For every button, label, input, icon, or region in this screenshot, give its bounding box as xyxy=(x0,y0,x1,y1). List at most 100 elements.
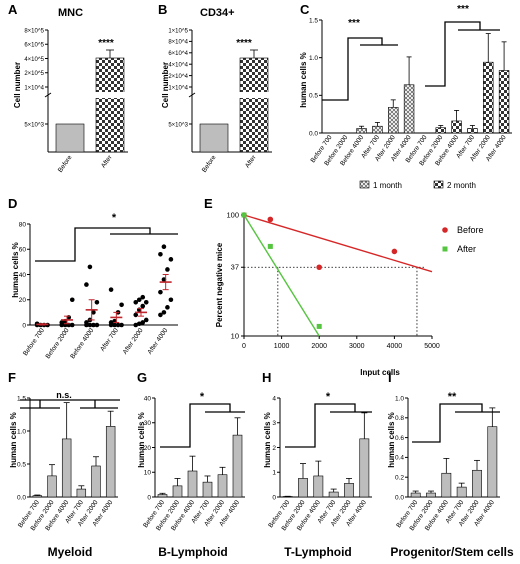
panel-d-ytick-label: 60 xyxy=(19,247,27,254)
panel-b-ytick-label: 1×10^5 xyxy=(168,28,188,34)
panel-h-bottom-label: T-Lymphoid xyxy=(284,545,352,559)
panel-i-bar xyxy=(487,426,498,498)
panel-d-sig-bracket xyxy=(35,227,178,262)
panel-i-bar xyxy=(456,486,467,498)
panel-h-bar xyxy=(313,475,324,498)
panel-a-xtick-label: After xyxy=(100,153,114,169)
panel-c-sig-bracket xyxy=(322,37,398,101)
panel-d-point xyxy=(91,310,96,315)
panel-i-ytick-label: 1.0 xyxy=(395,395,404,402)
panel-e-ytick-label: 10 xyxy=(231,332,239,341)
panel-g-ylabel: human cells % xyxy=(137,412,146,468)
panel-e-ytick-label: 100 xyxy=(226,211,239,220)
legend-swatch-1-month xyxy=(359,180,370,189)
panel-f-ytick-label: 0.0 xyxy=(17,494,26,501)
panel-d-point xyxy=(143,317,149,323)
panel-c-bar xyxy=(467,128,478,134)
panel-d-point xyxy=(69,322,75,328)
panel-d-point xyxy=(168,257,174,262)
panel-e-point-after xyxy=(241,212,247,218)
panel-b-xtick-label: Before xyxy=(201,154,218,174)
panel-e-point-before xyxy=(391,248,398,255)
panel-d-sig: * xyxy=(112,212,117,224)
panel-f-label: F xyxy=(8,370,16,385)
panel-d-point xyxy=(112,322,117,328)
panel-i-ytick-label: 0.6 xyxy=(395,435,404,442)
panel-i-sig-bracket xyxy=(412,403,500,443)
panel-h-ylabel: human cells % xyxy=(263,412,272,468)
panel-a-bar-after xyxy=(95,57,125,153)
panel-d-xtick-label: Before 4000 xyxy=(69,327,95,360)
panel-a-ytick-label: 6×10^5 xyxy=(24,43,44,49)
panel-i-ytick-label: 0.0 xyxy=(395,494,404,501)
panel-h-ytick-label: 1 xyxy=(272,470,276,477)
panel-e-xtick-label: 5000 xyxy=(424,343,440,350)
panel-d-point xyxy=(91,322,96,328)
panel-i-ytick-label: 0.4 xyxy=(395,455,404,462)
panel-h-ytick-label: 2 xyxy=(272,445,276,452)
panel-e-point-after xyxy=(267,243,273,249)
panel-e-point-before xyxy=(316,264,323,271)
panel-h-bar xyxy=(344,483,354,498)
panel-f-sig: n.s. xyxy=(56,390,72,400)
panel-c-ytick-label: 1.5 xyxy=(309,17,318,24)
panel-a-label: A xyxy=(8,2,18,17)
panel-i-bottom-label: Progenitor/Stem cells xyxy=(390,545,514,559)
panel-a-bar-before xyxy=(55,123,85,153)
panel-g-bar xyxy=(217,474,228,498)
panel-c-ylabel: human cells % xyxy=(299,52,308,108)
panel-b-sig: **** xyxy=(236,38,252,49)
panel-b-ytick-label: 8×10^4 xyxy=(168,40,188,46)
panel-b-bar-after xyxy=(239,57,269,153)
panel-e-point-before xyxy=(267,216,274,223)
legend-label-1-month: 1 month xyxy=(373,181,402,190)
panel-d-xtick-label: After 4000 xyxy=(146,327,169,356)
panel-d-point xyxy=(94,322,100,328)
panel-a-ytick-label: 1×10^4 xyxy=(24,85,44,91)
panel-d-ytick-label: 20 xyxy=(19,297,27,304)
panel-d-point xyxy=(84,320,89,325)
panel-d-point xyxy=(165,305,170,310)
panel-e-ylabel: Percent negative mice xyxy=(215,242,224,327)
panel-h-label: H xyxy=(262,370,271,385)
panel-g-sig-bracket xyxy=(160,403,245,448)
panel-a-ytick-label: 8×10^5 xyxy=(24,28,44,34)
panel-g-ytick-label: 40 xyxy=(144,395,152,402)
panel-d-point xyxy=(133,312,139,318)
panel-f-ylabel: human cells % xyxy=(9,412,18,468)
panel-d-point xyxy=(108,320,114,325)
panel-f-bar xyxy=(47,475,57,498)
panel-d-point xyxy=(133,299,139,305)
panel-i-ylabel: human cells % xyxy=(387,412,396,468)
panel-d-point xyxy=(69,297,75,303)
panel-h-ytick-label: 4 xyxy=(272,395,276,402)
panel-f-sig-bracket xyxy=(20,399,120,409)
panel-d-point xyxy=(59,320,65,325)
panel-d-xtick-label: Before 2000 xyxy=(45,327,71,360)
panel-e-xtick-label: 1000 xyxy=(274,343,290,350)
panel-b-ytick-label: 5×10^3 xyxy=(168,122,188,128)
panel-d-point xyxy=(158,289,163,295)
panel-f-ytick-label: 1.5 xyxy=(17,395,26,402)
panel-b-axis-break xyxy=(188,92,196,98)
panel-c-ytick-label: 0.0 xyxy=(309,130,318,137)
panel-c-sig-right: *** xyxy=(457,4,469,15)
panel-d-point xyxy=(119,322,124,328)
panel-d-label: D xyxy=(8,196,17,211)
panel-c-bar xyxy=(388,107,399,134)
legend-swatch-2-month xyxy=(433,180,444,189)
panel-d-point xyxy=(115,322,121,328)
panel-h-bar xyxy=(359,438,370,498)
panel-d-ylabel: human cells % xyxy=(11,242,20,298)
panel-g-bar xyxy=(187,470,198,498)
panel-a-ytick-label: 5×10^3 xyxy=(24,122,44,128)
panel-d-point xyxy=(140,294,146,300)
panel-c-bar xyxy=(498,70,510,134)
panel-i-ytick-label: 0.2 xyxy=(395,475,404,482)
panel-g-bar xyxy=(157,494,168,498)
panel-b-ytick-label: 1×10^4 xyxy=(168,85,188,91)
panel-f-bar xyxy=(105,426,116,498)
panel-f-bar xyxy=(76,488,87,498)
panel-d-point xyxy=(94,299,100,305)
